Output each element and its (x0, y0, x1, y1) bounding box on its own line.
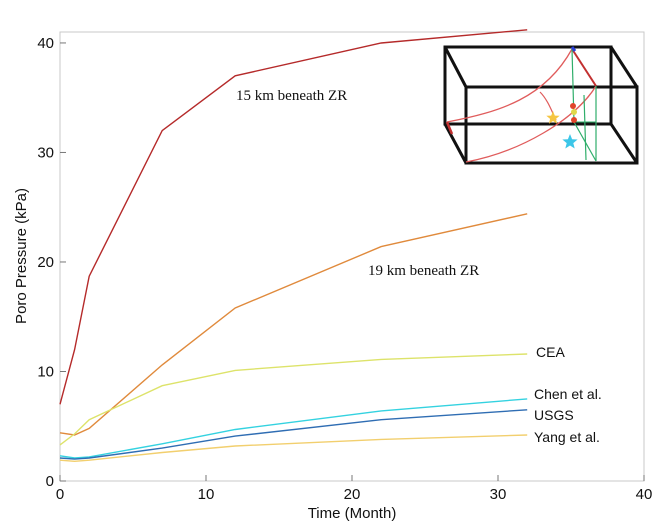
inset-plane-line (583, 94, 587, 161)
inset-box-edge (443, 46, 468, 88)
series-line-3 (59, 398, 528, 459)
inset-star-yellow (546, 111, 560, 124)
x-tick-label: 30 (490, 486, 507, 503)
series-label-yang: Yang et al. (534, 429, 600, 445)
series-line-2 (59, 353, 528, 446)
y-tick-label: 20 (37, 254, 54, 271)
3d-fault-block-icon (442, 45, 640, 166)
inset-dot (571, 109, 577, 115)
y-axis-label: Poro Pressure (kPa) (13, 188, 30, 324)
inset-dot (570, 103, 576, 109)
y-tick-label: 0 (46, 473, 54, 490)
inset-fault-trace (446, 48, 573, 123)
inset-box-edge (443, 123, 468, 164)
series-label-chen: Chen et al. (534, 386, 602, 402)
x-tick-label: 10 (198, 486, 215, 503)
series-line-5 (59, 434, 528, 463)
x-tick-label: 0 (56, 486, 64, 503)
inset-dot (571, 117, 577, 123)
series-line-1 (59, 213, 528, 436)
series-label-cea: CEA (536, 344, 565, 360)
inset-fault-trace (571, 48, 597, 87)
inset-box-edge (609, 46, 639, 88)
series-line-0 (59, 29, 528, 405)
inset-star-cyan (562, 134, 578, 149)
x-tick-label: 40 (636, 486, 653, 503)
series-label-19km: 19 km beneath ZR (368, 263, 479, 279)
inset-box-edge (609, 123, 639, 164)
x-tick-label: 20 (344, 486, 361, 503)
series-label-15km: 15 km beneath ZR (236, 88, 347, 104)
axis-ticks: 0 10 20 30 40 0 10 20 30 40 (37, 35, 652, 503)
inset-edge-mark (570, 46, 577, 52)
series-label-usgs: USGS (534, 407, 574, 423)
inset-fault-trace (465, 85, 597, 163)
y-tick-label: 10 (37, 363, 54, 380)
series-line-4 (59, 409, 528, 460)
series-lines (59, 29, 528, 463)
y-tick-label: 40 (37, 35, 54, 52)
y-tick-label: 30 (37, 144, 54, 161)
x-axis-label: Time (Month) (308, 505, 397, 522)
inset-background (442, 46, 640, 166)
inset-edge-mark (445, 121, 454, 135)
